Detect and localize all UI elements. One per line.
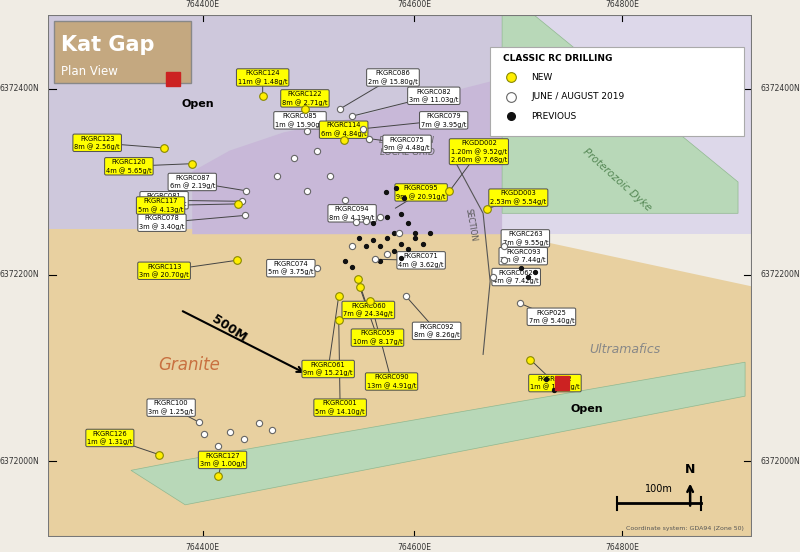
Text: FKGRC001
5m @ 14.10g/t: FKGRC001 5m @ 14.10g/t xyxy=(315,400,365,415)
Text: PREVIOUS: PREVIOUS xyxy=(531,112,576,121)
Text: 6372400N: 6372400N xyxy=(0,84,39,93)
Text: 764400E: 764400E xyxy=(186,544,220,552)
Text: FKGRC085
1m @ 15.90g/t: FKGRC085 1m @ 15.90g/t xyxy=(275,113,325,128)
Text: FKGRC120
4m @ 5.65g/t: FKGRC120 4m @ 5.65g/t xyxy=(106,159,152,173)
Text: FKGRC100
3m @ 1.25g/t: FKGRC100 3m @ 1.25g/t xyxy=(149,400,194,415)
Text: Plan View: Plan View xyxy=(61,65,118,78)
Text: FKGRC124
11m @ 1.48g/t: FKGRC124 11m @ 1.48g/t xyxy=(238,70,287,84)
Text: 764600E: 764600E xyxy=(397,544,431,552)
Text: FKGDD003
2.53m @ 5.54g/t: FKGDD003 2.53m @ 5.54g/t xyxy=(490,190,546,205)
Text: Open: Open xyxy=(570,404,603,414)
Polygon shape xyxy=(192,78,502,234)
Text: FKGRC032
1m @ 15.20g/t: FKGRC032 1m @ 15.20g/t xyxy=(530,376,580,390)
Text: FKGRC094
8m @ 4.19g/t: FKGRC094 8m @ 4.19g/t xyxy=(330,206,374,221)
Text: 764400E: 764400E xyxy=(186,0,220,8)
Text: FKGRC061
9m @ 15.21g/t: FKGRC061 9m @ 15.21g/t xyxy=(303,362,353,376)
Text: FKGRC081
3m @ 3.40g/t: FKGRC081 3m @ 3.40g/t xyxy=(142,193,186,208)
Text: FKGRC093
3m @ 7.44g/t: FKGRC093 3m @ 7.44g/t xyxy=(501,249,546,263)
Text: 764600E: 764600E xyxy=(397,0,431,8)
Text: FKGRC074
5m @ 3.75g/t: FKGRC074 5m @ 3.75g/t xyxy=(268,261,314,275)
Text: FKGRC086
2m @ 15.80g/t: FKGRC086 2m @ 15.80g/t xyxy=(368,70,418,84)
Text: 6372200N: 6372200N xyxy=(761,270,800,279)
Polygon shape xyxy=(502,15,738,213)
Text: 764800E: 764800E xyxy=(605,544,638,552)
Text: FKGRC059
10m @ 8.17g/t: FKGRC059 10m @ 8.17g/t xyxy=(353,331,402,345)
Polygon shape xyxy=(131,362,745,505)
Text: 100m: 100m xyxy=(646,484,673,494)
FancyBboxPatch shape xyxy=(54,21,191,83)
Polygon shape xyxy=(502,15,752,234)
Text: Kat Gap: Kat Gap xyxy=(61,35,154,55)
Text: CLASSIC RC DRILLING: CLASSIC RC DRILLING xyxy=(503,54,612,63)
Text: SECTION: SECTION xyxy=(463,208,478,242)
Text: 500M: 500M xyxy=(210,313,250,345)
Text: FKGRC062
4m @ 7.42g/t: FKGRC062 4m @ 7.42g/t xyxy=(494,270,539,284)
Text: FKGRC060
7m @ 24.34g/t: FKGRC060 7m @ 24.34g/t xyxy=(343,302,393,317)
Text: Open: Open xyxy=(182,99,214,109)
Text: 764800E: 764800E xyxy=(605,0,638,8)
Text: FKGRC090
13m @ 4.91g/t: FKGRC090 13m @ 4.91g/t xyxy=(367,374,416,389)
Text: FKGRC095
9m @ 20.91g/t: FKGRC095 9m @ 20.91g/t xyxy=(396,185,446,200)
Text: FKGRC263
7m @ 9.55g/t: FKGRC263 7m @ 9.55g/t xyxy=(502,231,548,246)
Text: JUNE / AUGUST 2019: JUNE / AUGUST 2019 xyxy=(531,92,624,102)
Text: DRILLED ON
LOCAL GRID: DRILLED ON LOCAL GRID xyxy=(379,136,434,157)
Text: FKGRC114
6m @ 4.84g/t: FKGRC114 6m @ 4.84g/t xyxy=(321,123,366,137)
Polygon shape xyxy=(48,229,752,537)
Text: Ultramafics: Ultramafics xyxy=(590,343,661,355)
Text: FKGRC087
6m @ 2.19g/t: FKGRC087 6m @ 2.19g/t xyxy=(170,175,215,189)
Text: FKGRC075
9m @ 4.48g/t: FKGRC075 9m @ 4.48g/t xyxy=(384,136,430,151)
Text: 6372400N: 6372400N xyxy=(761,84,800,93)
Text: FKGRC071
4m @ 3.62g/t: FKGRC071 4m @ 3.62g/t xyxy=(398,253,444,268)
Text: FKGP025
7m @ 5.40g/t: FKGP025 7m @ 5.40g/t xyxy=(529,310,574,324)
Text: FKGRC082
3m @ 11.03g/t: FKGRC082 3m @ 11.03g/t xyxy=(409,88,458,103)
Text: 6372200N: 6372200N xyxy=(0,270,39,279)
Text: FKGRC122
8m @ 2.71g/t: FKGRC122 8m @ 2.71g/t xyxy=(282,91,328,105)
Text: NEW: NEW xyxy=(531,73,552,82)
Text: 6372000N: 6372000N xyxy=(761,457,800,466)
Text: 6372000N: 6372000N xyxy=(0,457,39,466)
Text: FKGRC126
1m @ 1.31g/t: FKGRC126 1m @ 1.31g/t xyxy=(87,431,133,445)
Text: Proterozoic Dyke: Proterozoic Dyke xyxy=(581,146,653,213)
Text: N: N xyxy=(685,463,695,476)
Polygon shape xyxy=(48,15,752,234)
Text: FKGRC117
5m @ 4.13g/t: FKGRC117 5m @ 4.13g/t xyxy=(138,198,183,213)
Text: FKGRC079
7m @ 3.95g/t: FKGRC079 7m @ 3.95g/t xyxy=(421,113,466,128)
Text: FKGRC113
3m @ 20.70g/t: FKGRC113 3m @ 20.70g/t xyxy=(139,263,189,278)
Text: FKGRC127
3m @ 1.00g/t: FKGRC127 3m @ 1.00g/t xyxy=(200,453,246,467)
Text: Granite: Granite xyxy=(158,356,220,374)
Text: FKGRC078
3m @ 3.40g/t: FKGRC078 3m @ 3.40g/t xyxy=(139,215,185,230)
Text: FKGRC123
8m @ 2.56g/t: FKGRC123 8m @ 2.56g/t xyxy=(74,136,120,150)
FancyBboxPatch shape xyxy=(490,47,744,136)
Text: FKGDD002
1.20m @ 9.52g/t
2.60m @ 7.68g/t: FKGDD002 1.20m @ 9.52g/t 2.60m @ 7.68g/t xyxy=(450,140,507,163)
Text: Coordinate system: GDA94 (Zone 50): Coordinate system: GDA94 (Zone 50) xyxy=(626,526,744,531)
Text: FKGRC092
8m @ 8.26g/t: FKGRC092 8m @ 8.26g/t xyxy=(414,323,459,338)
